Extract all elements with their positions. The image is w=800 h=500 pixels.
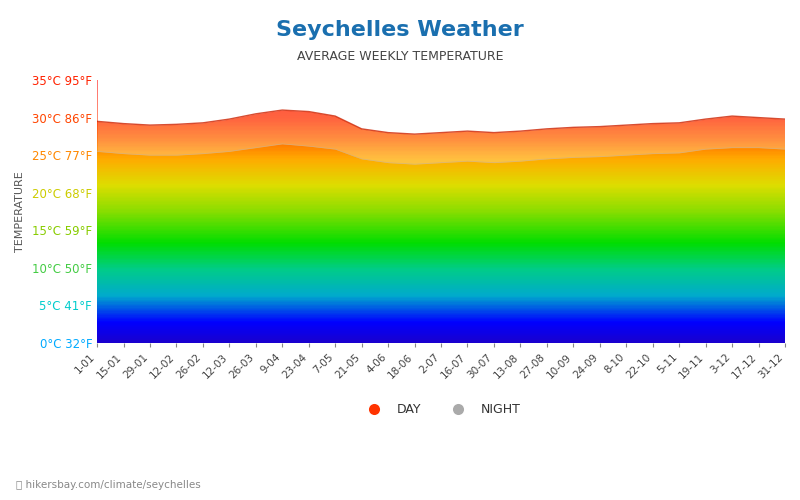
- Legend: DAY, NIGHT: DAY, NIGHT: [356, 398, 526, 421]
- Text: Seychelles Weather: Seychelles Weather: [276, 20, 524, 40]
- Text: 🌐 hikersbay.com/climate/seychelles: 🌐 hikersbay.com/climate/seychelles: [16, 480, 201, 490]
- Text: AVERAGE WEEKLY TEMPERATURE: AVERAGE WEEKLY TEMPERATURE: [297, 50, 503, 63]
- Y-axis label: TEMPERATURE: TEMPERATURE: [15, 171, 25, 252]
